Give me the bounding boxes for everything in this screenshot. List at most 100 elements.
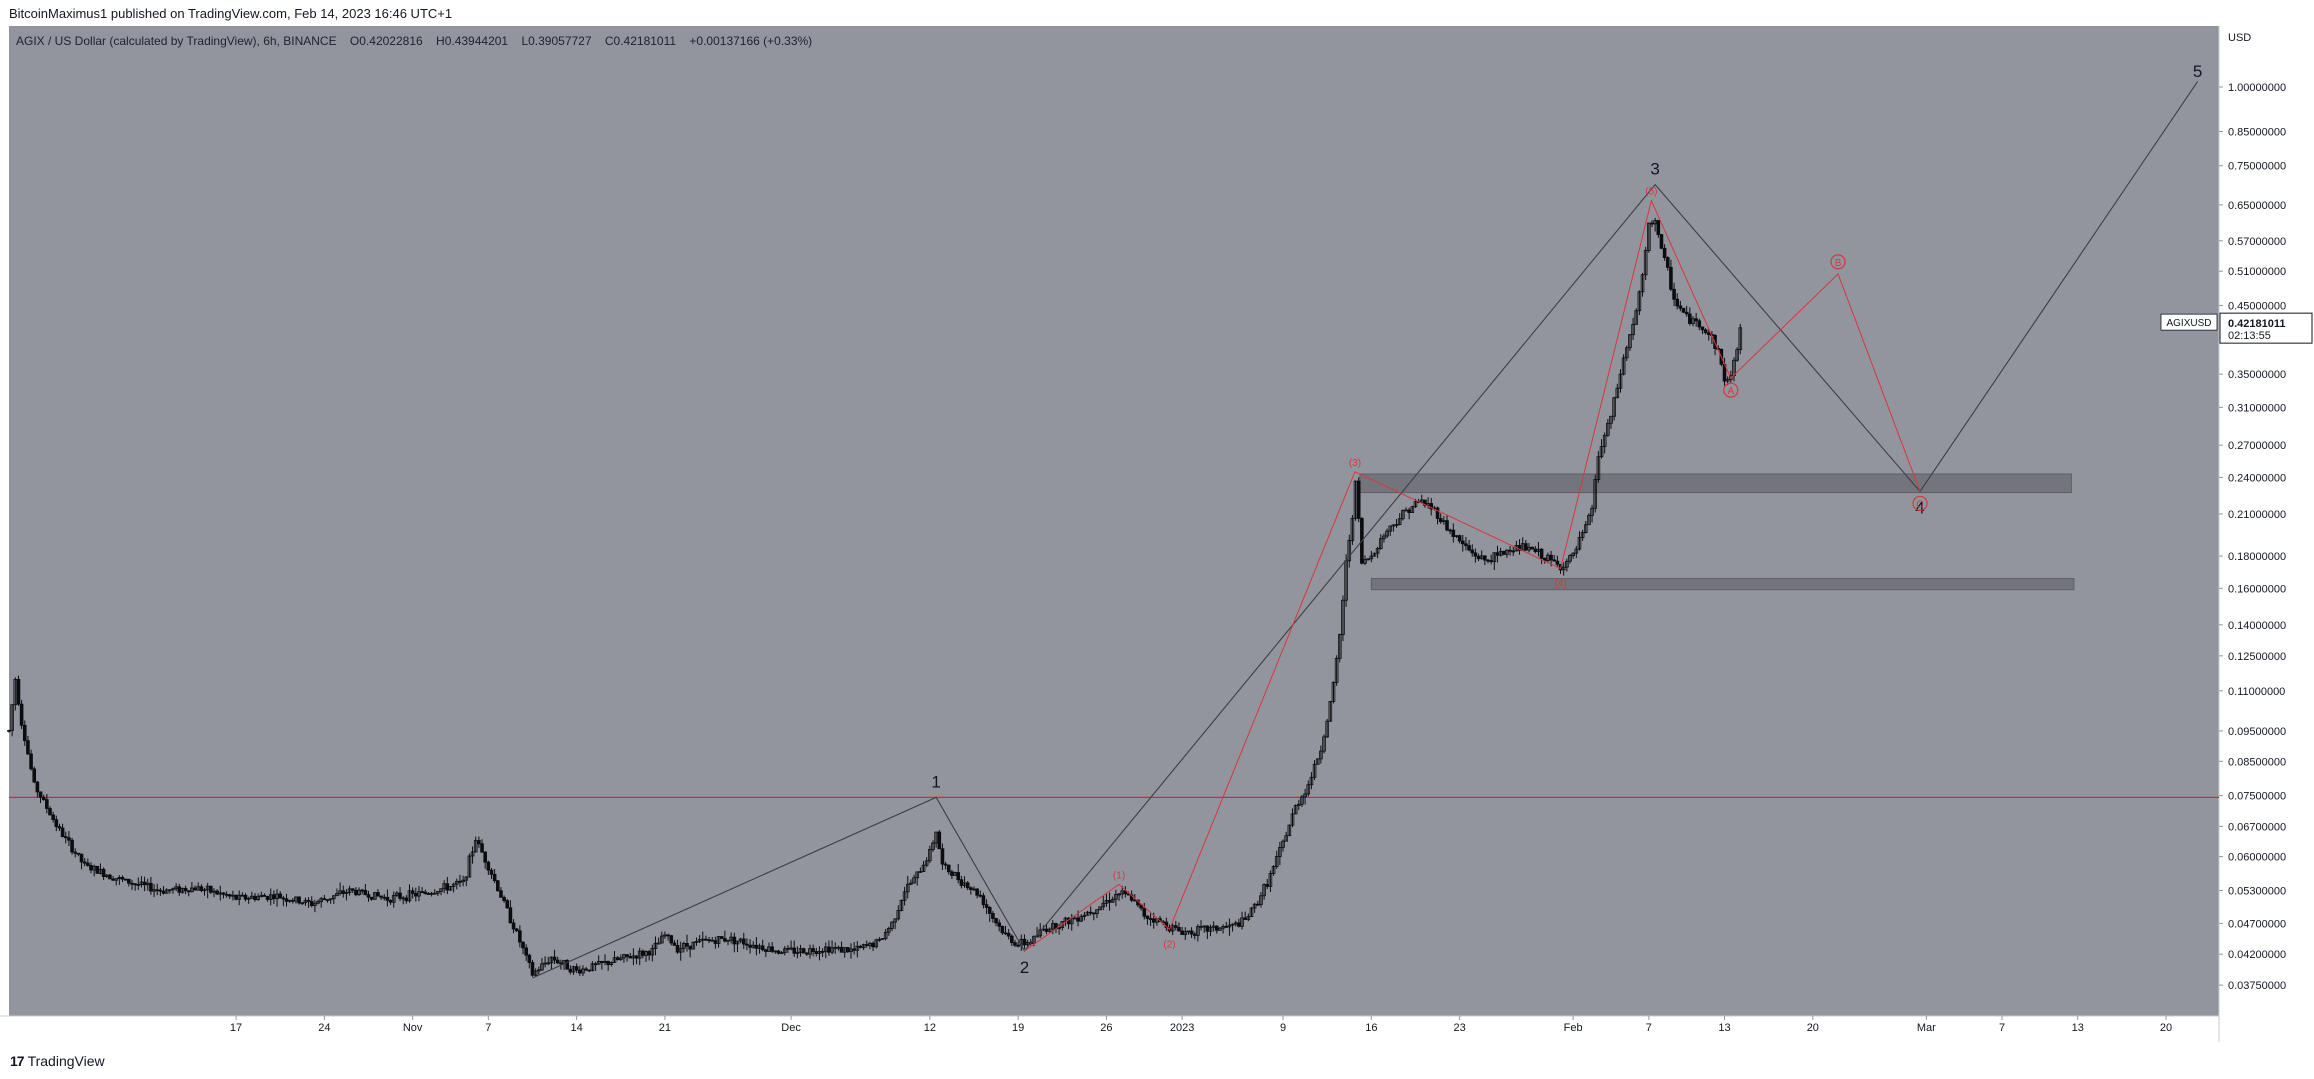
candle-body	[1656, 220, 1661, 235]
candle-body	[915, 871, 920, 879]
candle-body	[890, 921, 894, 929]
candle-body	[1315, 758, 1320, 765]
candle-body	[1700, 326, 1705, 331]
publisher-bar: BitcoinMaximus1 published on TradingView…	[0, 0, 2314, 26]
candle-body	[467, 855, 472, 878]
candle-body	[565, 959, 569, 970]
candle-body	[1489, 560, 1493, 563]
candle-body	[1287, 824, 1292, 837]
candle-body	[224, 893, 229, 896]
candle-body	[1460, 540, 1465, 545]
candle-body	[366, 894, 371, 898]
candle-body	[319, 898, 324, 902]
candle-body	[1230, 923, 1235, 926]
candle-body	[1208, 926, 1213, 932]
candle-body	[912, 877, 916, 884]
candle-body	[73, 851, 78, 854]
candle-body	[171, 888, 175, 891]
candle-body	[852, 948, 856, 951]
candle-body	[63, 836, 68, 839]
candle-body	[335, 893, 339, 897]
candle-body	[688, 945, 692, 950]
candle-body	[1684, 311, 1689, 315]
high-value: 0.43944201	[444, 34, 509, 48]
price-tick-label: 0.08500000	[2228, 756, 2286, 768]
candle-body	[1530, 546, 1534, 550]
candle-body	[1448, 529, 1452, 532]
price-tick-label: 0.31000000	[2228, 402, 2286, 414]
candle-body	[969, 887, 973, 890]
candle-body	[1148, 918, 1153, 920]
candle-body	[666, 934, 670, 937]
candle-body	[7, 730, 11, 732]
candle-body	[723, 938, 727, 942]
candle-body	[1306, 784, 1311, 795]
candle-body	[1192, 933, 1197, 936]
candle-body	[1331, 681, 1336, 702]
open-label: O	[349, 34, 360, 48]
price-tick-label: 0.24000000	[2228, 472, 2286, 484]
candle-body	[480, 843, 484, 853]
symbol-tag-badge	[2160, 313, 2218, 331]
candle-body	[1246, 916, 1251, 920]
candle-body	[1123, 890, 1128, 895]
candle-body	[732, 936, 737, 945]
candle-body	[464, 876, 469, 881]
candle-body	[1697, 320, 1702, 328]
candle-body	[896, 910, 901, 920]
candle-body	[1574, 548, 1579, 554]
candle-body	[16, 678, 21, 705]
price-tick-label: 0.51000000	[2228, 266, 2286, 278]
candle-body	[111, 878, 115, 881]
candle-body	[902, 891, 907, 901]
candle-body	[518, 930, 522, 943]
chart-area[interactable]: 1 2 3 4 5 (1) (2) (3) (4) (5) A B C USD 1.00000000 0.85…	[0, 26, 2314, 1042]
candle-body	[272, 894, 276, 900]
candle-body	[1505, 549, 1509, 555]
price-chart[interactable]: 12345(1)(2)(3)(4)(5)ABCUSD1.000000000.85…	[0, 26, 2314, 1042]
candle-body	[1580, 532, 1585, 538]
candle-body	[161, 890, 166, 894]
candle-body	[1205, 925, 1210, 932]
candle-body	[675, 945, 680, 953]
candle-body	[909, 882, 913, 885]
candle-body	[1262, 884, 1266, 897]
candle-body	[486, 861, 491, 871]
candle-body	[593, 963, 598, 966]
candle-body	[376, 892, 380, 897]
corrective-wave-A-label: A	[1727, 386, 1734, 397]
price-tick-label: 0.11000000	[2228, 686, 2285, 698]
candle-body	[1665, 257, 1670, 268]
publisher-line: BitcoinMaximus1 published on TradingView…	[9, 6, 453, 21]
candle-body	[123, 878, 128, 881]
wave-label-5: 5	[2193, 62, 2202, 81]
candle-body	[1114, 894, 1118, 900]
candle-body	[473, 840, 478, 853]
candle-body	[1662, 247, 1667, 258]
candle-body	[994, 918, 998, 924]
candle-body	[533, 970, 538, 976]
candle-body	[546, 962, 551, 965]
candle-body	[527, 954, 532, 963]
candle-body	[332, 895, 336, 900]
candle-body	[987, 907, 992, 914]
candle-body	[1189, 930, 1194, 935]
candle-body	[1110, 898, 1115, 903]
candle-body	[1265, 884, 1270, 887]
candle-body	[120, 877, 125, 880]
candle-body	[133, 883, 137, 886]
symbol-legend: AGIX / US Dollar (calculated by TradingV…	[16, 34, 822, 48]
candle-body	[1271, 866, 1276, 874]
candle-body	[1328, 700, 1333, 722]
candle-body	[221, 892, 226, 895]
candle-body	[792, 947, 797, 954]
time-tick-label: 19	[1012, 1022, 1024, 1034]
tradingview-logo[interactable]: 17 TradingView	[10, 1053, 105, 1069]
candle-body	[420, 891, 424, 894]
candle-body	[1268, 873, 1273, 887]
candle-body	[1000, 925, 1005, 934]
price-tick-label: 0.09500000	[2228, 726, 2286, 738]
candle-body	[114, 878, 119, 881]
candle-body	[404, 897, 409, 902]
time-tick-label: 7	[485, 1022, 491, 1034]
